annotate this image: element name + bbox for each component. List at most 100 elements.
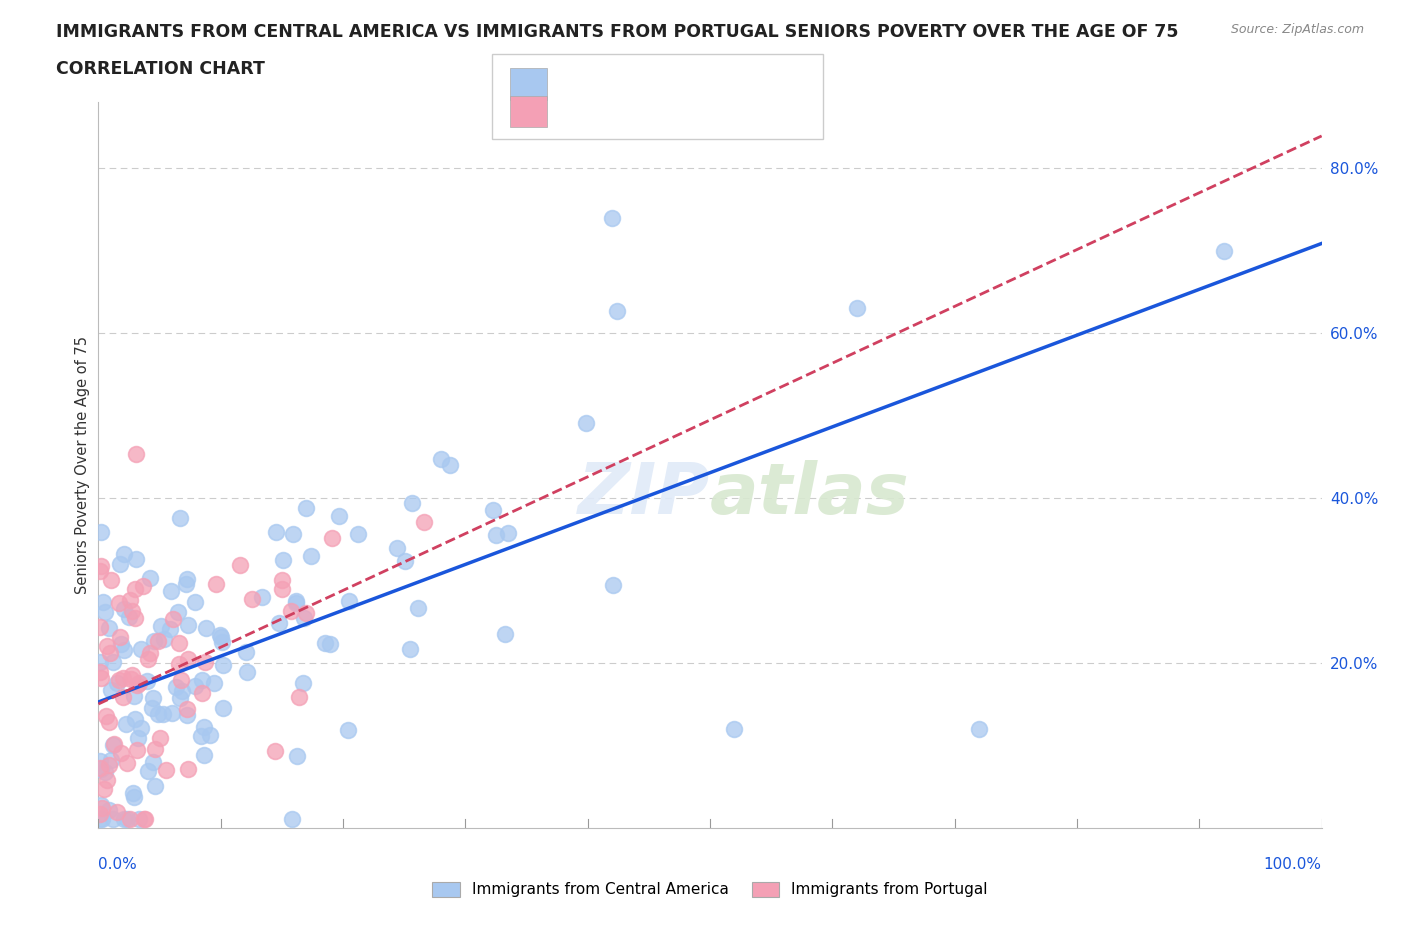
Point [90, 525, 112, 539]
Point [89, 811, 111, 826]
Point [89, 563, 111, 578]
Point [90, 801, 112, 816]
Point [236, 664, 259, 679]
Point [124, 711, 146, 726]
Point [132, 812, 155, 827]
Point [112, 812, 135, 827]
Point [177, 618, 200, 632]
Point [143, 633, 166, 648]
Point [176, 707, 198, 722]
Point [160, 705, 183, 720]
Point [328, 508, 350, 523]
Point [169, 511, 191, 525]
Point [112, 643, 135, 658]
Point [295, 606, 318, 621]
Point [89, 753, 111, 768]
Point [122, 790, 145, 804]
Point [723, 722, 745, 737]
Point [110, 746, 132, 761]
Point [125, 551, 148, 566]
Point [142, 754, 165, 769]
Point [131, 642, 153, 657]
Point [149, 618, 172, 633]
Point [89, 655, 111, 670]
Point [191, 672, 214, 687]
Point [314, 635, 336, 650]
Point [108, 672, 131, 687]
Point [267, 616, 290, 631]
Point [98, 803, 121, 817]
Point [101, 812, 124, 827]
Point [115, 756, 138, 771]
Point [240, 591, 263, 606]
Point [292, 610, 315, 625]
Point [90, 797, 112, 812]
Point [96, 773, 118, 788]
Point [100, 752, 122, 767]
Point [122, 689, 145, 704]
Point [152, 707, 174, 722]
Point [121, 668, 143, 683]
Text: ZIP: ZIP [578, 459, 710, 528]
Point [174, 577, 197, 591]
Text: CORRELATION CHART: CORRELATION CHART [56, 60, 266, 78]
Point [394, 554, 416, 569]
Point [430, 452, 453, 467]
Point [484, 528, 506, 543]
Point [121, 604, 143, 618]
Point [252, 590, 274, 604]
Point [281, 527, 304, 542]
Point [115, 716, 138, 731]
Point [281, 812, 304, 827]
Point [167, 657, 190, 671]
Point [337, 723, 360, 737]
Point [167, 635, 190, 650]
Point [177, 652, 200, 667]
Point [212, 701, 235, 716]
Point [134, 812, 156, 827]
Point [208, 627, 231, 642]
Point [128, 675, 150, 690]
Point [101, 737, 124, 752]
Point [401, 496, 423, 511]
Text: 100.0%: 100.0% [1264, 857, 1322, 872]
Point [346, 526, 368, 541]
Point [89, 807, 111, 822]
Point [124, 610, 146, 625]
Point [90, 558, 112, 573]
Point [105, 804, 128, 819]
Point [167, 604, 190, 619]
Point [131, 721, 153, 736]
Point [100, 645, 122, 660]
Text: 0.0%: 0.0% [98, 857, 138, 872]
Point [280, 604, 302, 618]
Point [132, 578, 155, 593]
Point [97, 620, 120, 635]
Point [291, 675, 314, 690]
Point [606, 304, 628, 319]
Point [385, 540, 408, 555]
Point [142, 690, 165, 705]
Point [271, 582, 294, 597]
Point [1212, 244, 1234, 259]
Point [91, 812, 114, 827]
Text: atlas: atlas [710, 459, 910, 528]
Point [193, 748, 215, 763]
Point [204, 577, 226, 591]
Point [96, 639, 118, 654]
Point [184, 594, 207, 609]
Point [89, 619, 111, 634]
Point [143, 779, 166, 794]
Point [100, 573, 122, 588]
Point [191, 685, 214, 700]
Point [209, 630, 232, 644]
Point [494, 627, 516, 642]
Point [288, 689, 311, 704]
Point [439, 458, 461, 472]
Point [285, 749, 308, 764]
Point [398, 641, 420, 656]
Point [301, 549, 323, 564]
Point [176, 572, 198, 587]
Point [184, 679, 207, 694]
Point [139, 645, 162, 660]
